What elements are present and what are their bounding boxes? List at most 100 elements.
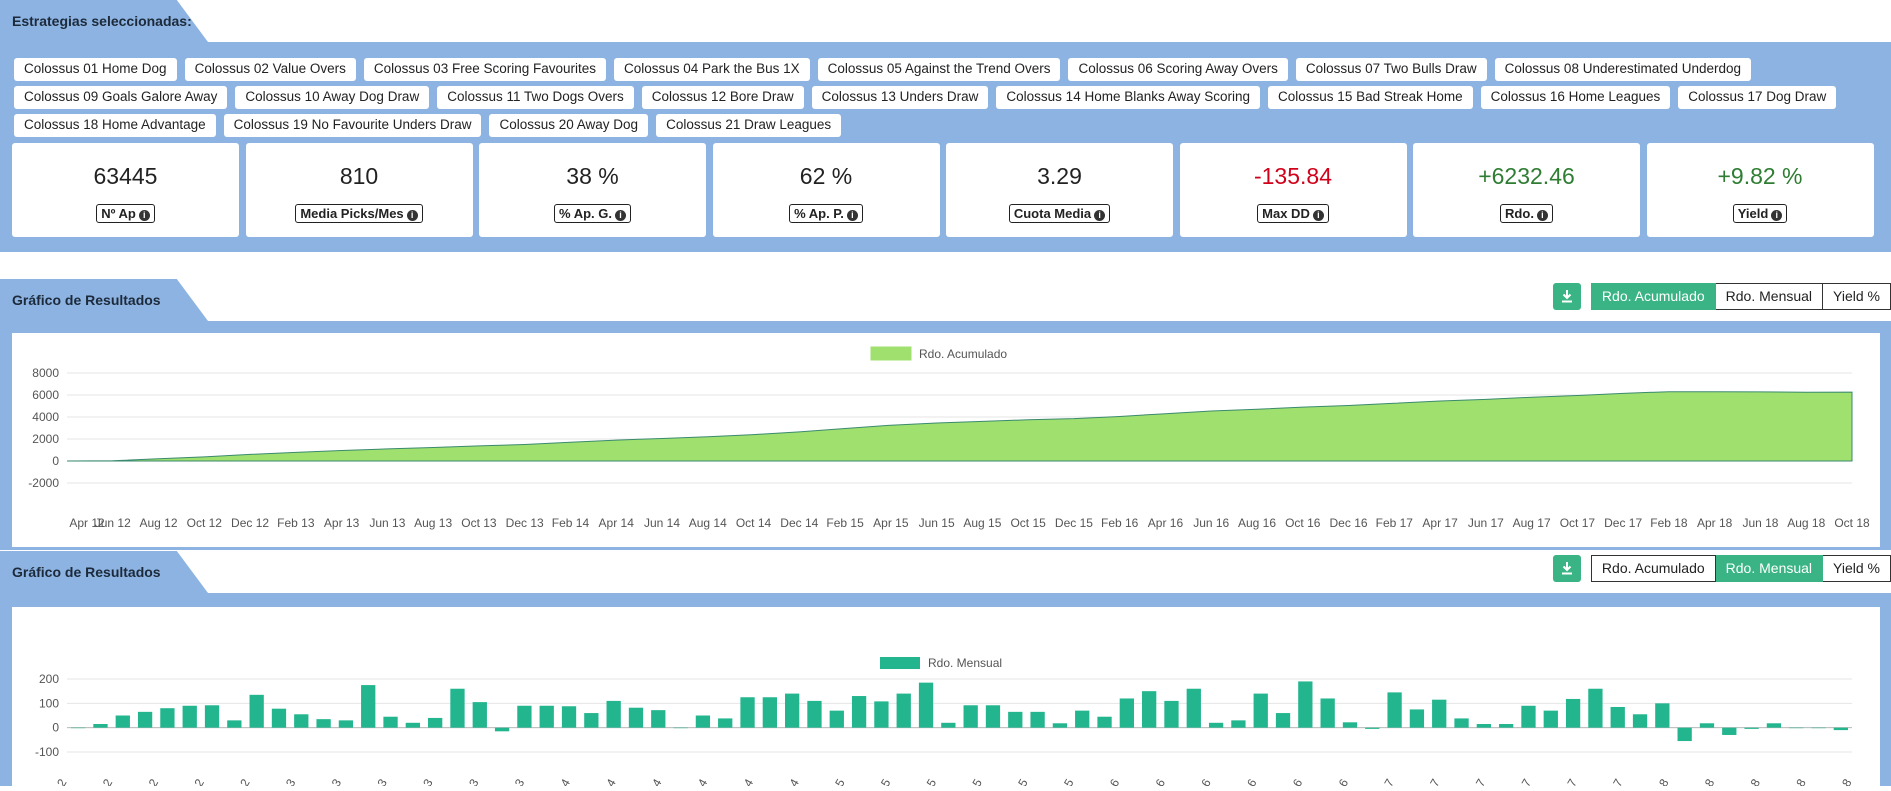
legend-swatch (870, 346, 912, 361)
x-tick-label: Jun 15 (919, 516, 955, 530)
x-tick-label: Oct-18 (1824, 776, 1854, 786)
x-tick-label: Jul-12 (133, 776, 162, 786)
bar (941, 722, 956, 728)
strategy-chip[interactable]: Colossus 06 Scoring Away Overs (1068, 58, 1288, 81)
y-tick-label: 0 (52, 454, 59, 468)
chart2-download-button[interactable] (1552, 555, 1581, 582)
strategy-chip[interactable]: Colossus 17 Dog Draw (1678, 86, 1837, 109)
download-icon (1561, 562, 1572, 575)
bar (1811, 727, 1826, 729)
info-icon: i (614, 210, 626, 221)
chart2-container: Rdo. Mensual 200 100 0 -100 Mar-12 May-12 Jul-1… (12, 607, 1880, 791)
bar (1298, 681, 1313, 728)
chart1-acumulado-button[interactable]: Rdo. Acumulado (1590, 283, 1716, 310)
x-tick-label: Feb 13 (277, 516, 315, 530)
x-tick-label: Jan-18 (1641, 776, 1672, 786)
stat-label[interactable]: Cuota Media i (1008, 204, 1111, 223)
bar (517, 705, 532, 728)
x-tick-label: Mar-14 (588, 776, 619, 786)
chart2-yield-button[interactable]: Yield % (1823, 555, 1891, 582)
bar (115, 715, 130, 728)
stat-label[interactable]: Max DD i (1257, 204, 1329, 223)
strategy-chip[interactable]: Colossus 04 Park the Bus 1X (614, 58, 810, 81)
strategy-chip[interactable]: Colossus 05 Against the Trend Overs (817, 58, 1061, 81)
y-tick-label: 0 (52, 721, 59, 735)
chart2-acumulado-button[interactable]: Rdo. Acumulado (1590, 555, 1716, 582)
bar (1565, 698, 1581, 728)
x-tick-label: Jul-18 (1780, 776, 1809, 786)
x-tick-label: Jun 12 (95, 516, 131, 530)
bar (561, 706, 577, 728)
x-tick-label: Apr 13 (324, 516, 360, 530)
stat-label[interactable]: Media Picks/Mes i (295, 204, 423, 223)
strategy-chip[interactable]: Colossus 21 Draw Leagues (656, 114, 842, 137)
bar (1320, 698, 1335, 728)
stat-label-text: % Ap. P. (794, 206, 844, 221)
stat-label[interactable]: Yield i (1732, 204, 1788, 223)
chart1-mensual-button[interactable]: Rdo. Mensual (1715, 283, 1824, 310)
x-tick-label: Mar-16 (1137, 776, 1168, 786)
bar (1454, 718, 1469, 728)
bar (1766, 723, 1782, 728)
x-tick-label: Jul-17 (1506, 776, 1535, 786)
bar (1075, 710, 1090, 728)
strategy-chip[interactable]: Colossus 02 Value Overs (184, 58, 356, 81)
stat-label[interactable]: Rdo. i (1500, 204, 1553, 223)
strategy-chip[interactable]: Colossus 18 Home Advantage (14, 114, 216, 137)
x-tick-label: Oct 18 (1834, 516, 1870, 530)
strategy-chip[interactable]: Colossus 11 Two Dogs Overs (437, 86, 634, 109)
bar (807, 700, 822, 728)
strategy-chip[interactable]: Colossus 08 Underestimated Underdog (1494, 58, 1752, 81)
x-tick-label: Jan-14 (543, 776, 574, 786)
strategy-chip[interactable]: Colossus 16 Home Leagues (1480, 86, 1671, 109)
area-series (66, 391, 1853, 462)
x-tick-label: Jun 13 (369, 516, 405, 530)
bar (628, 707, 644, 728)
strategy-chip[interactable]: Colossus 10 Away Dog Draw (235, 86, 430, 109)
y-tick-label: 200 (39, 672, 59, 686)
stat-value: 62 % (799, 163, 853, 189)
strategy-chip[interactable]: Colossus 20 Away Dog (489, 114, 649, 137)
x-tick-label: Oct 12 (187, 516, 223, 530)
strategy-chip[interactable]: Colossus 15 Bad Streak Home (1268, 86, 1473, 109)
chart2-mensual-button[interactable]: Rdo. Mensual (1715, 555, 1824, 582)
chart1-yield-button[interactable]: Yield % (1823, 283, 1891, 310)
strategy-chip[interactable]: Colossus 03 Free Scoring Favourites (363, 58, 607, 81)
bar (1231, 720, 1246, 728)
strategy-chip[interactable]: Colossus 01 Home Dog (14, 58, 177, 81)
bar (271, 708, 287, 728)
stat-label[interactable]: Nº Ap i (96, 204, 155, 223)
strategy-chip[interactable]: Colossus 14 Home Blanks Away Scoring (996, 86, 1261, 109)
strategy-chip[interactable]: Colossus 13 Unders Draw (811, 86, 989, 109)
x-tick-label: Mar-17 (1412, 776, 1443, 786)
strategy-chip[interactable]: Colossus 09 Goals Galore Away (14, 86, 228, 109)
bar (1387, 692, 1402, 728)
bar (1030, 711, 1045, 728)
stat-value: 3.29 (1037, 163, 1082, 189)
y-tick-label: -2000 (28, 476, 59, 490)
download-icon (1561, 290, 1572, 303)
chart1-toolbar: Rdo. Acumulado Rdo. Mensual Yield % (1552, 283, 1891, 310)
chart1-download-button[interactable] (1552, 283, 1581, 310)
bar (673, 727, 688, 729)
y-tick-label: -100 (35, 745, 59, 759)
x-tick-label: Dec 17 (1604, 516, 1642, 530)
x-tick-label: Feb 17 (1376, 516, 1414, 530)
bar (1476, 724, 1491, 728)
stat-value: 810 (339, 163, 379, 189)
stat-label[interactable]: % Ap. P. i (789, 204, 863, 223)
stat-label[interactable]: % Ap. G. i (554, 204, 631, 223)
stat-card: 63445 Nº Ap i (12, 143, 239, 237)
bar (494, 727, 510, 732)
x-tick-label: Jul-15 (957, 776, 986, 786)
x-tick-label: Dec 12 (231, 516, 269, 530)
x-tick-label: Apr 15 (873, 516, 909, 530)
x-tick-label: Nov-15 (1045, 776, 1077, 786)
strategy-chip[interactable]: Colossus 12 Bore Draw (641, 86, 804, 109)
bar (539, 705, 554, 728)
bar (695, 715, 711, 728)
chart2-title: Gráfico de Resultados (12, 564, 161, 580)
strategy-chip[interactable]: Colossus 07 Two Bulls Draw (1295, 58, 1487, 81)
accumulated-result-chart: Rdo. Acumulado 8000 6000 4000 2000 0 -2000 Apr … (28, 346, 1870, 530)
strategy-chip[interactable]: Colossus 19 No Favourite Unders Draw (223, 114, 482, 137)
